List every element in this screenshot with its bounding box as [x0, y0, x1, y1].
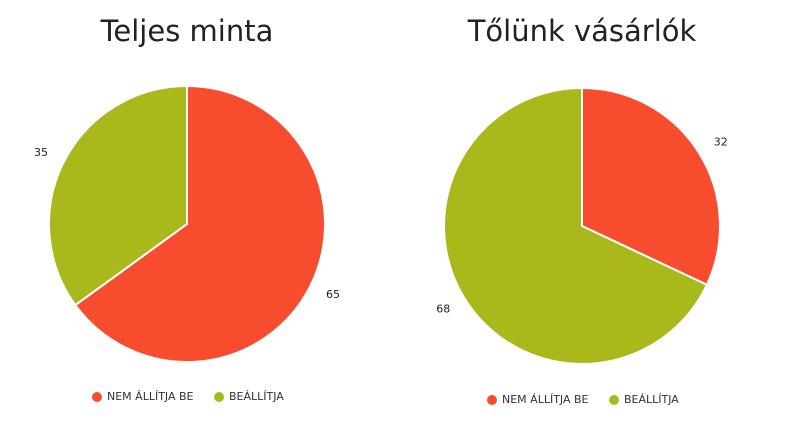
chart-title: Tőlünk vásárlók [467, 14, 697, 48]
legend-swatch [609, 395, 619, 405]
pie-slice [73, 84, 326, 363]
pie-slice [443, 86, 709, 365]
chart-title: Teljes minta [100, 14, 274, 48]
legend-swatch [487, 395, 497, 405]
legend-label: BEÁLLÍTJA [229, 390, 284, 403]
pie-slice [581, 86, 721, 287]
data-label: 68 [436, 303, 450, 316]
data-label: 32 [714, 135, 728, 148]
legend-label: NEM ÁLLÍTJA BE [107, 390, 194, 403]
legend-swatch [92, 392, 102, 402]
legend-label: NEM ÁLLÍTJA BE [502, 393, 589, 406]
legend-swatch [214, 392, 224, 402]
data-label: 35 [34, 146, 48, 159]
legend-label: BEÁLLÍTJA [624, 393, 679, 406]
pie-slice [48, 84, 188, 307]
data-label: 65 [326, 288, 340, 301]
